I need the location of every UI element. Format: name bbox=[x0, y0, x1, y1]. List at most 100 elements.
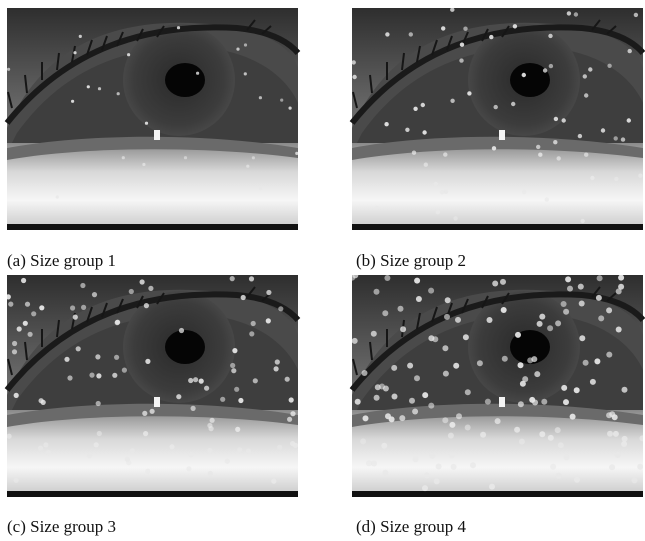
caption: (d) Size group 4 bbox=[356, 517, 467, 536]
noise-dot bbox=[220, 397, 225, 402]
noise-dot bbox=[638, 174, 642, 178]
noise-dot bbox=[89, 373, 94, 378]
noise-dot bbox=[465, 389, 471, 395]
noise-dot bbox=[274, 366, 279, 371]
noise-dot bbox=[434, 182, 438, 186]
noise-dot bbox=[555, 320, 561, 326]
noise-dot bbox=[494, 105, 498, 109]
noise-dot bbox=[407, 363, 413, 369]
noise-dot bbox=[543, 68, 547, 72]
noise-dot bbox=[596, 295, 602, 301]
noise-dot bbox=[414, 375, 420, 381]
noise-dot bbox=[470, 462, 476, 468]
noise-dot bbox=[266, 318, 271, 323]
noise-dot bbox=[601, 128, 605, 132]
noise-dot bbox=[384, 122, 388, 126]
noise-dot bbox=[145, 469, 150, 474]
noise-dot bbox=[413, 456, 419, 462]
noise-dot bbox=[434, 478, 440, 484]
noise-dot bbox=[87, 85, 90, 88]
noise-dot bbox=[238, 398, 243, 403]
noise-dot bbox=[253, 378, 258, 383]
caption: (a) Size group 1 bbox=[7, 251, 116, 270]
noise-dot bbox=[12, 341, 17, 346]
noise-dot bbox=[412, 409, 418, 415]
noise-dot bbox=[246, 165, 249, 168]
noise-dot bbox=[561, 385, 567, 391]
noise-dot bbox=[622, 387, 628, 393]
noise-dot bbox=[251, 321, 256, 326]
noise-dot bbox=[14, 393, 19, 398]
noise-dot bbox=[355, 399, 361, 405]
noise-dot bbox=[414, 278, 420, 284]
noise-dot bbox=[563, 399, 569, 405]
noise-dot bbox=[450, 8, 454, 12]
noise-dot bbox=[371, 331, 377, 337]
noise-dot bbox=[7, 68, 10, 71]
noise-dot bbox=[485, 399, 491, 405]
noise-dot bbox=[511, 102, 515, 106]
noise-dot bbox=[574, 477, 580, 483]
noise-dot bbox=[465, 425, 471, 431]
noise-dot bbox=[584, 93, 588, 97]
noise-dot bbox=[590, 379, 596, 385]
noise-dot bbox=[17, 326, 22, 331]
noise-dot bbox=[384, 275, 390, 281]
noise-dot bbox=[579, 301, 585, 307]
noise-dot bbox=[145, 359, 150, 364]
noise-dot bbox=[628, 49, 632, 53]
noise-dot bbox=[130, 448, 135, 453]
noise-dot bbox=[518, 401, 524, 407]
noise-dot bbox=[549, 64, 553, 68]
noise-dot bbox=[142, 163, 145, 166]
noise-dot bbox=[362, 370, 368, 376]
noise-dot bbox=[266, 290, 271, 295]
noise-dot bbox=[289, 397, 294, 402]
figure: (a) Size group 1 (b) Size group 2 (c) Si… bbox=[0, 0, 645, 541]
noise-dot bbox=[590, 176, 594, 180]
noise-dot bbox=[460, 43, 464, 47]
noise-dot bbox=[385, 32, 389, 36]
noise-dot bbox=[515, 332, 521, 338]
noise-dot bbox=[616, 327, 622, 333]
noise-dot bbox=[188, 378, 193, 383]
noise-dot bbox=[252, 156, 255, 159]
eye-image bbox=[352, 8, 643, 230]
noise-dot bbox=[539, 314, 545, 320]
noise-dot bbox=[547, 325, 553, 331]
noise-dot bbox=[492, 281, 498, 287]
noise-dot bbox=[96, 401, 101, 406]
noise-dot bbox=[230, 363, 235, 368]
noise-dot bbox=[555, 427, 561, 433]
noise-dot bbox=[583, 74, 587, 78]
noise-dot bbox=[7, 434, 12, 439]
noise-dot bbox=[449, 422, 455, 428]
noise-dot bbox=[389, 416, 395, 422]
eye-image bbox=[7, 8, 298, 230]
noise-dot bbox=[122, 156, 125, 159]
noise-dot bbox=[398, 306, 404, 312]
noise-dot bbox=[352, 75, 356, 79]
noise-dot bbox=[440, 190, 444, 194]
noise-dot bbox=[578, 134, 582, 138]
noise-dot bbox=[148, 286, 153, 291]
noise-dot bbox=[522, 190, 526, 194]
noise-dot bbox=[463, 27, 467, 31]
noise-dot bbox=[70, 305, 75, 310]
noise-dot bbox=[518, 362, 524, 368]
noise-dot bbox=[554, 117, 558, 121]
noise-dot bbox=[199, 379, 204, 384]
noise-dot bbox=[584, 153, 588, 157]
noise-dot bbox=[424, 472, 430, 478]
noise-dot bbox=[290, 411, 295, 416]
noise-dot bbox=[527, 357, 533, 363]
noise-dot bbox=[126, 460, 131, 465]
noise-dot bbox=[436, 464, 442, 470]
noise-dot bbox=[548, 435, 554, 441]
noise-dot bbox=[144, 303, 149, 308]
noise-dot bbox=[413, 107, 417, 111]
noise-dot bbox=[428, 288, 434, 294]
noise-dot bbox=[463, 334, 469, 340]
noise-dot bbox=[436, 210, 440, 214]
noise-dot bbox=[285, 377, 290, 382]
